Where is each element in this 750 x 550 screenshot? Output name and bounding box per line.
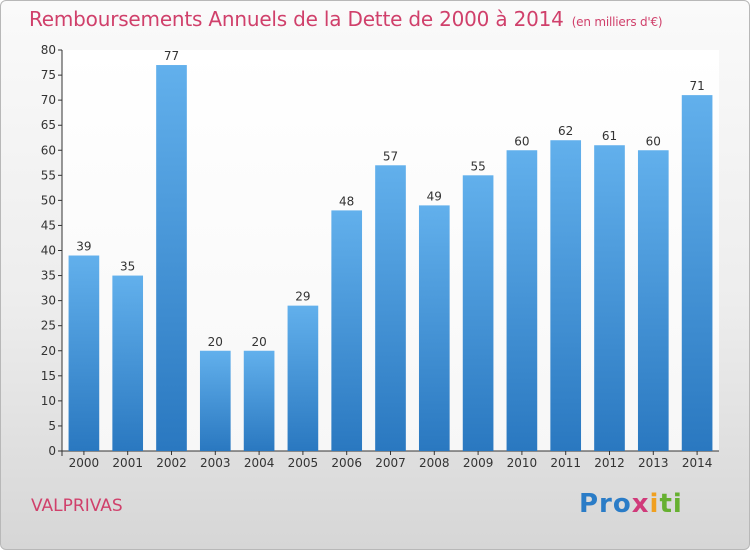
bar-value-label: 77 [164,49,179,63]
y-tick-label: 25 [41,319,56,333]
bar [506,150,538,451]
y-tick-label: 75 [41,68,56,82]
logo-part-3: i [649,489,660,519]
bar-value-label: 48 [339,194,354,208]
x-tick-label: 2014 [682,456,713,470]
y-tick-label: 60 [41,143,56,157]
x-tick-label: 2009 [463,456,494,470]
proxiti-logo: Proxiti [579,489,683,519]
y-tick-label: 5 [48,419,56,433]
logo-part-2: x [631,489,650,519]
bar [637,150,669,451]
y-tick-label: 80 [41,43,56,57]
x-tick-label: 2012 [594,456,625,470]
x-tick-label: 2006 [331,456,362,470]
bar [156,65,187,451]
bar-value-label: 61 [602,129,617,143]
x-tick-label: 2003 [200,456,231,470]
x-tick-label: 2010 [507,456,538,470]
bar [287,305,319,451]
bar [112,275,144,451]
y-tick-label: 10 [41,394,56,408]
logo-part-4: ti [659,489,683,519]
bar [331,210,363,451]
x-tick-label: 2005 [288,456,319,470]
chart-title-text: Remboursements Annuels de la Dette de 20… [29,7,564,31]
bar [681,95,713,452]
bar [375,165,406,451]
bar-value-label: 57 [383,149,398,163]
bar-value-label: 39 [76,240,91,254]
y-tick-label: 65 [41,118,56,132]
bar-value-label: 60 [646,134,661,148]
bar [550,140,582,451]
chart-title: Remboursements Annuels de la Dette de 20… [29,7,663,31]
chart-subtitle: (en milliers d'€) [571,15,663,29]
bar-value-label: 62 [558,124,573,138]
y-tick-label: 0 [48,444,56,458]
logo-part-1: Pro [579,489,632,519]
bar-value-label: 71 [689,79,704,93]
bar [199,350,231,451]
x-tick-label: 2013 [638,456,669,470]
y-tick-label: 45 [41,218,56,232]
y-tick-label: 40 [41,244,56,258]
y-tick-label: 30 [41,294,56,308]
bar-value-label: 35 [120,260,135,274]
bar-value-label: 20 [208,335,223,349]
x-tick-label: 2000 [69,456,100,470]
x-tick-label: 2007 [375,456,406,470]
y-tick-label: 50 [41,193,56,207]
y-tick-label: 20 [41,344,56,358]
y-tick-label: 70 [41,93,56,107]
bar [462,175,494,451]
x-tick-label: 2002 [156,456,187,470]
bar-value-label: 29 [295,290,310,304]
bar [418,205,450,451]
x-tick-label: 2001 [112,456,143,470]
x-tick-label: 2004 [244,456,275,470]
y-tick-label: 35 [41,269,56,283]
bar-value-label: 20 [251,335,266,349]
y-tick-label: 15 [41,369,56,383]
y-tick-label: 55 [41,168,56,182]
bar [68,255,100,451]
bar-value-label: 49 [427,189,442,203]
commune-name: VALPRIVAS [31,496,123,516]
x-tick-label: 2008 [419,456,450,470]
bar-value-label: 60 [514,134,529,148]
bar [594,145,625,452]
bar [243,350,275,451]
x-tick-label: 2011 [550,456,581,470]
bar-value-label: 55 [470,159,485,173]
